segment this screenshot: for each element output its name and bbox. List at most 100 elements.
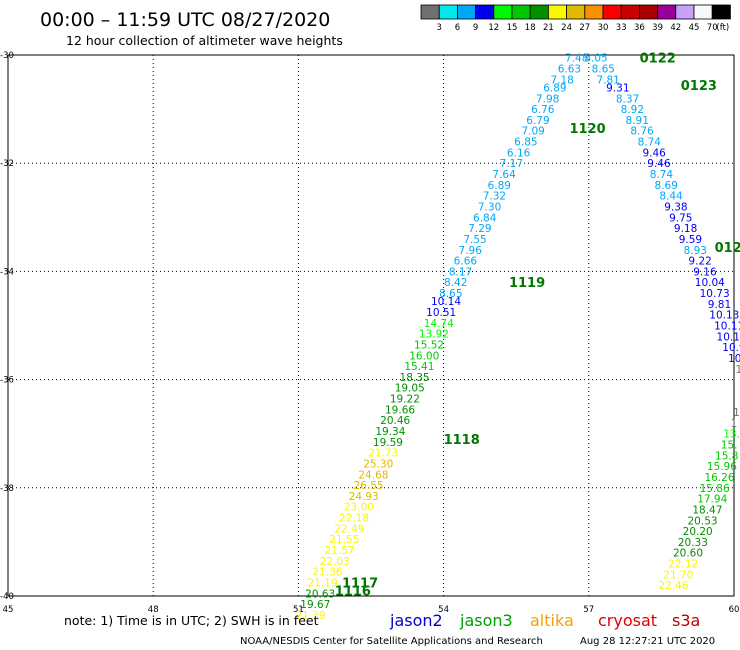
swh-value-label: 7.96 [459, 245, 483, 257]
swh-value-label: 21.19 [308, 577, 338, 589]
x-tick-label: 54 [438, 605, 449, 615]
legend-swatch [711, 4, 731, 20]
pass-label: 1117 [342, 576, 378, 591]
swh-value-label: 7.98 [536, 93, 559, 105]
swh-value-label: 1 [735, 364, 740, 376]
legend-level-label: 30 [598, 23, 609, 33]
swh-value-label: 20.53 [688, 515, 718, 527]
legend-level-label: 18 [525, 23, 536, 33]
swh-value-label: 15. [721, 440, 738, 452]
legend-level-label: 42 [670, 23, 681, 33]
swh-value-label: 6.89 [488, 180, 511, 192]
swh-value-label: 16.00 [409, 350, 439, 362]
swh-value-label: 26.55 [354, 480, 384, 492]
swh-value-label: 6.89 [543, 82, 566, 94]
swh-value-label: 8.92 [621, 104, 644, 116]
swh-value-label: 23.00 [344, 502, 374, 514]
legend-level-label: 6 [455, 23, 460, 33]
swh-value-label: 21.39 [295, 610, 325, 622]
data-labels: 7.486.637.186.897.986.766.797.096.856.16… [295, 53, 740, 622]
y-tick-label: -38 [0, 484, 14, 494]
swh-value-label: 18.35 [400, 372, 430, 384]
legend-swatch [475, 4, 495, 20]
swh-value-label: 6.84 [473, 212, 497, 224]
swh-value-label: 19.66 [385, 404, 415, 416]
swh-value-label: 20.20 [683, 526, 713, 538]
swh-value-label: 10.13 [709, 310, 739, 322]
legend-swatch [529, 4, 549, 20]
legend-swatch [693, 4, 713, 20]
x-tick-label: 57 [583, 605, 594, 615]
legend-level-label: 9 [473, 23, 478, 33]
swh-value-label: 10.73 [700, 288, 730, 300]
satellite-name: s3a [672, 611, 700, 630]
swh-value-label: 14.74 [424, 318, 454, 330]
axis-ticks: 45 48 51 54 57 60 -30 -32 -34 -36 -38 -40 [0, 51, 739, 615]
y-tick-label: -30 [0, 51, 14, 61]
swh-value-label: 6.66 [454, 256, 478, 268]
legend-level-label: 27 [579, 23, 590, 33]
legend-swatch [657, 4, 677, 20]
pass-label: 1119 [509, 276, 545, 291]
swh-value-label: 22.18 [339, 513, 369, 525]
swh-value-label: 8.37 [616, 93, 639, 105]
swh-value-label: 6.76 [531, 104, 555, 116]
pass-label: 1116 [335, 585, 371, 600]
swh-value-label: 20.33 [678, 537, 708, 549]
pass-label: 1118 [444, 433, 480, 448]
satellite-name: altika [530, 611, 574, 630]
pass-label: 1120 [569, 122, 605, 137]
pass-label: 0122 [640, 52, 676, 67]
swh-value-label: 8.69 [655, 180, 678, 192]
chart-subtitle: 12 hour collection of altimeter wave hei… [66, 33, 343, 48]
swh-value-label: 10.9 [722, 342, 740, 354]
swh-value-label: 6.85 [514, 137, 537, 149]
legend-level-label: 39 [652, 23, 663, 33]
swh-value-label: 7.09 [521, 126, 544, 138]
swh-value-label: 10.04 [695, 277, 725, 289]
swh-value-label: 9.38 [664, 201, 687, 213]
swh-value-label: 24.68 [358, 469, 388, 481]
swh-value-label: 19.59 [373, 437, 403, 449]
swh-value-label: 21.57 [325, 545, 355, 557]
swh-value-label: 7.32 [483, 191, 506, 203]
pass-label: 0123 [681, 79, 717, 94]
legend-swatch [511, 4, 531, 20]
swh-value-label: 8.93 [684, 245, 707, 257]
swh-value-label: 9.16 [693, 266, 717, 278]
pass-label: 0124 [715, 241, 740, 256]
swh-value-label: 7.30 [478, 201, 501, 213]
swh-value-label: 9.18 [674, 223, 697, 235]
legend-level-label: 36 [634, 23, 645, 33]
legend-unit: (ft) [716, 23, 729, 33]
legend-level-label: 45 [689, 23, 700, 33]
legend-swatch [639, 4, 659, 20]
swh-value-label: 15.41 [404, 361, 434, 373]
swh-value-label: 7.64 [492, 169, 516, 181]
swh-value-label: 7.18 [550, 74, 573, 86]
legend-level-label: 24 [561, 23, 572, 33]
legend-level-label: 21 [543, 23, 554, 33]
plot-frame [7, 54, 735, 597]
swh-value-label: 19.22 [390, 394, 420, 406]
swh-value-label: 24.93 [349, 491, 379, 503]
swh-value-label: 9.46 [642, 147, 666, 159]
swh-value-label: 10.10 [717, 331, 740, 343]
swh-value-label: 20.63 [305, 588, 335, 600]
x-tick-label: 48 [148, 605, 159, 615]
swh-value-label: 8.76 [630, 126, 654, 138]
swh-value-label: 21.55 [329, 534, 359, 546]
swh-value-label: 15.8 [715, 450, 738, 462]
y-tick-label: -32 [0, 159, 14, 169]
swh-value-label: 13. [723, 429, 740, 441]
swh-value-label: 22.46 [658, 580, 688, 592]
legend-swatch [675, 4, 695, 20]
satellite-name: jason2 [389, 611, 443, 630]
timestamp-text: Aug 28 12:27:21 UTC 2020 [580, 636, 715, 647]
swh-value-label: 18.47 [692, 504, 722, 516]
swh-value-label: 10.11 [714, 321, 740, 333]
swh-value-label: 7.17 [500, 158, 523, 170]
swh-value-label: 6.16 [507, 147, 531, 159]
